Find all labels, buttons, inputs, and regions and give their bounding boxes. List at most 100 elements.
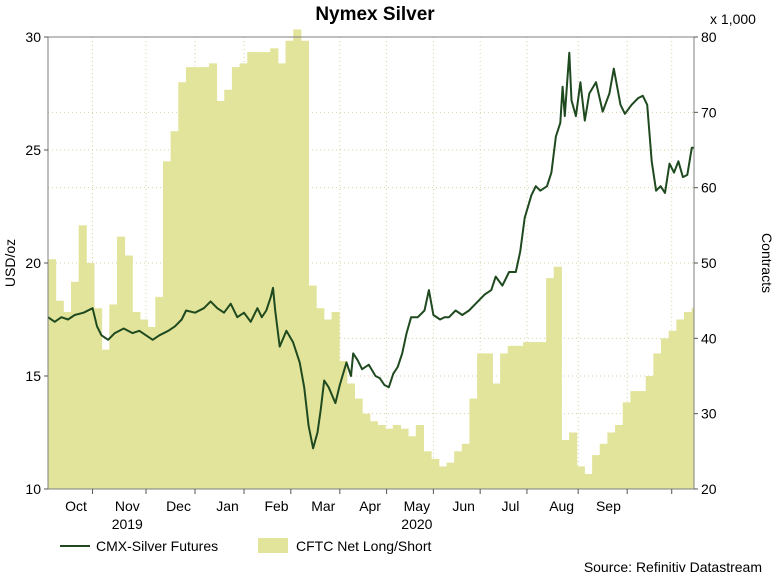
right-tick-label: 40: [701, 330, 717, 346]
left-tick-label: 15: [25, 368, 41, 384]
right-axis-scale-note: x 1,000: [710, 11, 756, 27]
cftc-step-bar: [162, 161, 172, 490]
right-tick-label: 50: [701, 255, 717, 271]
month-label: Nov: [115, 498, 140, 514]
cftc-step-bar: [346, 383, 356, 489]
cftc-step-bar: [300, 40, 310, 490]
cftc-step-bar: [615, 424, 624, 489]
cftc-step-bar: [676, 319, 685, 489]
cftc-step-bar: [224, 89, 233, 489]
cftc-step-bar: [553, 266, 562, 489]
left-tick-label: 20: [25, 255, 41, 271]
right-axis-ticks: 20 30 40 50 60 70 80: [694, 29, 717, 497]
cftc-step-bar: [454, 451, 463, 489]
cftc-step-bar: [293, 29, 302, 489]
cftc-step-bar: [132, 311, 141, 489]
cftc-step-bar: [86, 263, 95, 489]
x-axis-ticks: Oct Nov Dec Jan Feb Mar Apr May Jun Jul Aug Sep 2019…: [65, 489, 673, 532]
cftc-step-bar: [323, 319, 333, 489]
cftc-step-bar: [668, 330, 677, 489]
cftc-step-bar: [201, 67, 210, 489]
source-note: Source: Refinitiv Datastream: [584, 559, 762, 575]
cftc-step-bar: [101, 349, 110, 489]
cftc-step-bar: [661, 338, 670, 489]
cftc-step-bar: [48, 259, 57, 489]
cftc-step-bar: [231, 67, 241, 489]
cftc-step-bar: [469, 398, 478, 489]
cftc-step-bar: [377, 424, 386, 489]
cftc-step-bar: [569, 432, 578, 489]
cftc-step-bar: [270, 48, 279, 490]
cftc-step-bar: [109, 304, 118, 489]
left-axis-ticks: 10 15 20 25 30: [25, 29, 48, 497]
cftc-step-bar: [70, 281, 80, 489]
legend: CMX-Silver Futures CFTC Net Long/Short: [60, 538, 431, 554]
cftc-step-bar: [78, 225, 87, 490]
cftc-area-layer: [48, 29, 695, 490]
left-tick-label: 25: [25, 142, 41, 158]
cftc-step-bar: [500, 353, 509, 489]
cftc-step-bar: [523, 342, 532, 489]
cftc-step-bar: [431, 458, 440, 489]
cftc-step-bar: [339, 360, 348, 489]
chart-title: Nymex Silver: [315, 4, 435, 25]
cftc-step-bar: [116, 236, 126, 489]
legend-silver-label: CMX-Silver Futures: [96, 538, 218, 554]
cftc-step-bar: [507, 345, 516, 489]
cftc-step-bar: [645, 376, 654, 489]
cftc-step-bar: [561, 440, 570, 489]
cftc-step-bar: [63, 311, 72, 489]
cftc-step-bar: [193, 67, 202, 489]
cftc-step-bar: [515, 345, 524, 489]
cftc-step-bar: [277, 63, 287, 489]
cftc-step-bar: [392, 424, 401, 489]
cftc-step-bar: [599, 443, 608, 489]
cftc-step-bar: [423, 451, 432, 489]
cftc-step-bar: [576, 466, 585, 489]
month-label: May: [404, 498, 430, 514]
cftc-step-bar: [446, 462, 455, 489]
year-label: 2020: [401, 516, 432, 532]
right-axis-label: Contracts: [759, 233, 774, 293]
cftc-step-bar: [308, 285, 317, 489]
cftc-step-bar: [362, 413, 371, 489]
cftc-step-bar: [369, 421, 379, 489]
right-tick-label: 80: [701, 29, 717, 45]
cftc-step-bar: [285, 40, 294, 490]
cftc-step-bar: [178, 82, 187, 489]
cftc-step-bar: [415, 424, 424, 489]
year-label: 2019: [112, 516, 143, 532]
month-label: Feb: [264, 498, 288, 514]
cftc-step-bar: [461, 443, 470, 489]
cftc-step-bar: [492, 383, 501, 489]
month-label: Aug: [549, 498, 574, 514]
cftc-step-bar: [538, 342, 547, 489]
cftc-step-bar: [684, 311, 693, 489]
cftc-step-bar: [438, 466, 447, 489]
month-label: Jan: [216, 498, 239, 514]
right-tick-label: 70: [701, 104, 717, 120]
cftc-step-bar: [691, 308, 695, 489]
cftc-step-bar: [546, 278, 555, 489]
cftc-step-bar: [592, 455, 601, 489]
month-label: Mar: [311, 498, 335, 514]
month-label: Oct: [65, 498, 87, 514]
cftc-step-bar: [247, 52, 256, 490]
cftc-step-bar: [385, 428, 394, 489]
left-tick-label: 10: [25, 481, 41, 497]
cftc-step-bar: [653, 353, 662, 489]
cftc-step-bar: [530, 342, 539, 489]
cftc-step-bar: [239, 63, 248, 489]
cftc-step-bar: [607, 432, 616, 489]
cftc-step-bar: [216, 101, 225, 490]
cftc-step-bar: [124, 255, 133, 489]
cftc-step-bar: [484, 353, 493, 489]
cftc-step-bar: [408, 436, 417, 489]
silver-line-layer: [47, 51, 694, 450]
right-tick-label: 20: [701, 481, 717, 497]
month-label: Apr: [359, 498, 381, 514]
silver-price-line: [47, 51, 694, 450]
month-label: Dec: [166, 498, 191, 514]
legend-cftc-label: CFTC Net Long/Short: [296, 538, 431, 554]
